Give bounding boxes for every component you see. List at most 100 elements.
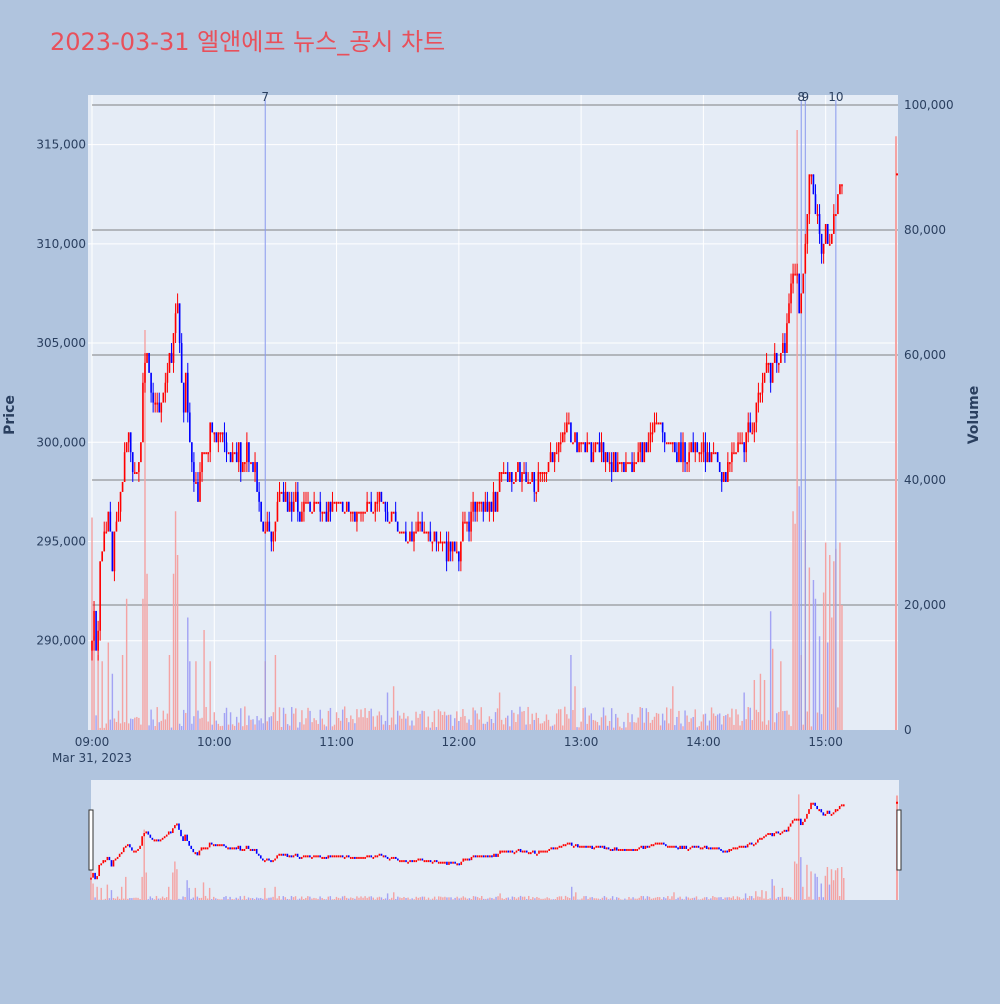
- slider-volume-bar: [416, 897, 417, 900]
- volume-bar: [697, 727, 698, 730]
- slider-volume-bar: [679, 897, 680, 900]
- volume-bar: [185, 713, 186, 730]
- volume-bar: [275, 655, 276, 730]
- candle-body: [116, 522, 118, 532]
- volume-bar: [485, 724, 486, 730]
- slider-volume-bar: [180, 899, 181, 900]
- volume-bar: [558, 709, 559, 730]
- slider-volume-bar: [377, 897, 378, 900]
- slider-candle: [111, 860, 113, 866]
- volume-bar: [778, 712, 779, 730]
- slider-candle: [293, 855, 295, 857]
- volume-bar: [613, 728, 614, 730]
- candle-body: [183, 383, 185, 413]
- volume-bar: [542, 723, 543, 730]
- range-slider-right-handle[interactable]: [897, 810, 901, 870]
- slider-volume-bar: [800, 857, 801, 900]
- volume-bar: [519, 707, 520, 730]
- slider-candle: [264, 860, 266, 862]
- slider-candle: [430, 860, 432, 862]
- slider-volume-bar: [837, 868, 838, 900]
- slider-volume-bar: [577, 899, 578, 900]
- candle-body: [540, 472, 542, 474]
- slider-candle: [317, 855, 319, 857]
- slider-volume-bar: [704, 897, 705, 900]
- slider-candle: [105, 860, 107, 862]
- volume-bar: [631, 714, 632, 730]
- slider-volume-bar: [266, 898, 267, 900]
- candle-body: [427, 532, 429, 534]
- volume-bar: [507, 716, 508, 730]
- slider-volume-bar: [694, 898, 695, 900]
- volume-bar: [591, 713, 592, 730]
- slider-candle: [158, 839, 160, 841]
- chart-title: 2023-03-31 엘앤에프 뉴스_공시 차트: [50, 28, 445, 56]
- volume-bar: [776, 713, 777, 730]
- slider-volume-bar: [501, 898, 502, 900]
- slider-volume-bar: [221, 899, 222, 900]
- range-slider-left-handle[interactable]: [89, 810, 93, 870]
- slider-candle: [530, 852, 532, 854]
- volume-bar: [291, 707, 292, 730]
- slider-candle: [315, 855, 317, 857]
- slider-candle: [647, 846, 649, 848]
- candle-body: [248, 442, 250, 462]
- volume-bar: [122, 655, 123, 730]
- slider-volume-bar: [182, 896, 183, 900]
- candle-body: [489, 502, 491, 512]
- slider-volume-bar: [166, 897, 167, 900]
- slider-volume-bar: [596, 898, 597, 900]
- candle-body: [682, 442, 684, 462]
- volume-bar: [672, 686, 673, 730]
- volume-bar: [587, 724, 588, 730]
- volume-bar: [203, 630, 204, 730]
- slider-volume-bar: [231, 899, 232, 900]
- slider-candle: [493, 854, 495, 857]
- candle-body: [672, 442, 674, 444]
- candle-body: [741, 442, 743, 444]
- slider-volume-bar: [450, 897, 451, 900]
- candle-body: [173, 333, 175, 363]
- volume-bar: [315, 720, 316, 730]
- slider-candle: [516, 851, 518, 853]
- slider-candle: [330, 855, 332, 857]
- volume-bar: [430, 728, 431, 730]
- volume-bar: [277, 721, 278, 730]
- volume-bar: [165, 719, 166, 730]
- slider-candle: [270, 860, 272, 862]
- volume-bar: [240, 708, 241, 730]
- slider-volume-bar: [356, 896, 357, 900]
- volume-bar: [817, 713, 818, 730]
- candle-body: [95, 611, 97, 651]
- slider-candle: [117, 857, 119, 859]
- candle-body: [195, 482, 197, 484]
- volume-bar: [784, 711, 785, 730]
- candle-body: [719, 462, 721, 472]
- slider-volume-bar: [131, 898, 132, 900]
- candle-body: [831, 234, 833, 244]
- candle-body: [664, 432, 666, 442]
- volume-bar: [116, 722, 117, 730]
- volume-bar: [456, 711, 457, 730]
- slider-candle: [233, 847, 235, 849]
- volume-bar: [366, 718, 367, 730]
- slider-volume-bar: [608, 899, 609, 900]
- candle-body: [758, 393, 760, 403]
- slider-volume-bar: [510, 899, 511, 900]
- slider-volume-bar: [135, 898, 136, 900]
- volume-bar: [142, 599, 143, 730]
- slider-candle: [829, 811, 831, 814]
- range-slider[interactable]: [89, 780, 901, 900]
- slider-candle: [663, 843, 665, 845]
- volume-bar: [334, 725, 335, 730]
- volume-bar: [513, 713, 514, 730]
- slider-volume-bar: [350, 897, 351, 900]
- slider-candle: [164, 836, 166, 838]
- volume-bar: [238, 723, 239, 730]
- candle-body: [666, 442, 668, 444]
- candle-body: [330, 502, 332, 512]
- volume-tick-label: 20,000: [904, 598, 946, 612]
- candle-body: [768, 363, 770, 365]
